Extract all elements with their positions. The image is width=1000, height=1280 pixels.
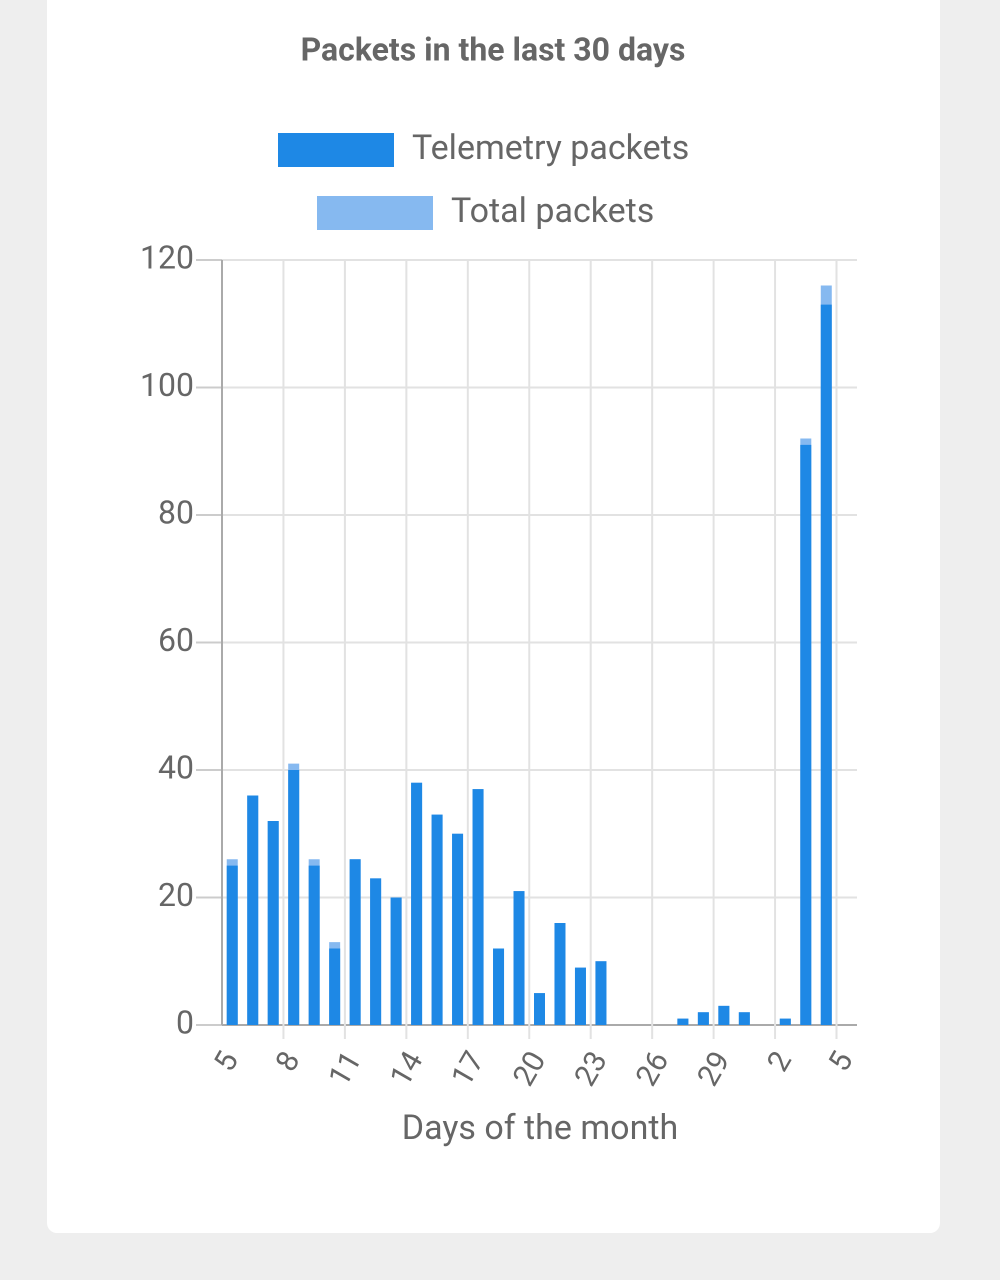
legend-swatch xyxy=(278,133,394,167)
x-axis-label: Days of the month xyxy=(402,1108,678,1148)
x-tick-label: 5 xyxy=(822,1045,861,1077)
bar xyxy=(472,789,484,1025)
chart-title: Packets in the last 30 days xyxy=(301,30,686,68)
x-tick-label: 29 xyxy=(690,1045,737,1092)
y-tick-label: 120 xyxy=(140,238,194,276)
y-tick-label: 40 xyxy=(158,748,194,786)
bar xyxy=(738,1012,750,1025)
bar xyxy=(370,878,382,1025)
bar xyxy=(513,891,525,1025)
legend-label: Telemetry packets xyxy=(412,128,689,168)
bar xyxy=(779,1018,791,1025)
bar xyxy=(820,304,832,1025)
bar xyxy=(411,782,423,1025)
y-tick-label: 20 xyxy=(158,876,194,914)
x-tick-label: 23 xyxy=(568,1045,615,1092)
bar xyxy=(697,1012,709,1025)
x-tick-label: 2 xyxy=(760,1045,799,1077)
bar xyxy=(226,865,238,1025)
legend-label: Total packets xyxy=(451,191,654,231)
x-tick-label: 8 xyxy=(269,1045,308,1077)
y-tick-label: 80 xyxy=(158,493,194,531)
y-tick-label: 0 xyxy=(176,1003,194,1041)
x-tick-label: 17 xyxy=(445,1045,492,1092)
bar xyxy=(431,814,443,1025)
bar xyxy=(677,1018,689,1025)
legend-swatch xyxy=(317,196,433,230)
bar xyxy=(308,865,320,1025)
card xyxy=(47,0,940,1233)
bar xyxy=(329,948,341,1025)
bar xyxy=(288,770,300,1025)
bar xyxy=(800,444,812,1025)
x-tick-label: 14 xyxy=(383,1045,430,1092)
bar xyxy=(554,923,566,1025)
bar xyxy=(493,948,505,1025)
x-tick-label: 20 xyxy=(506,1045,553,1092)
bar xyxy=(390,897,402,1025)
y-tick-label: 100 xyxy=(140,366,194,404)
bar xyxy=(247,795,259,1025)
bar xyxy=(595,961,607,1025)
x-tick-label: 5 xyxy=(207,1045,246,1077)
bar xyxy=(574,967,586,1025)
x-tick-label: 26 xyxy=(629,1045,676,1092)
bar xyxy=(534,993,545,1025)
bar xyxy=(718,1005,730,1025)
x-tick-label: 11 xyxy=(322,1045,369,1092)
y-tick-label: 60 xyxy=(158,621,194,659)
bar xyxy=(267,821,279,1025)
bar xyxy=(452,833,464,1025)
bar xyxy=(349,859,361,1025)
